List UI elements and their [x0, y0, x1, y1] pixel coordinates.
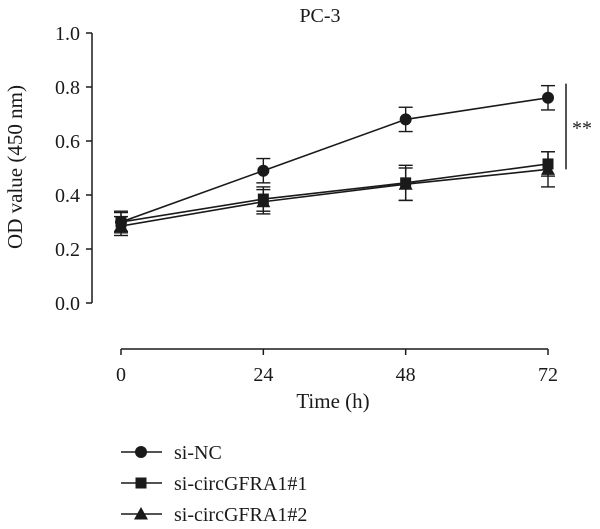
- series-group: [114, 84, 555, 237]
- y-tick-label: 0.2: [55, 239, 80, 261]
- significance-label: **: [572, 118, 592, 140]
- y-tick-group: 0.0 0.2 0.4 0.6 0.8 1.0: [55, 23, 92, 315]
- x-tick-label: 0: [116, 364, 126, 386]
- legend-item: si-NC: [121, 442, 222, 464]
- y-tick-label: 0.4: [55, 185, 80, 207]
- significance-annotation: **: [565, 83, 592, 170]
- series-1: [114, 151, 555, 233]
- y-tick-label: 1.0: [55, 23, 80, 45]
- x-tick-label: 48: [396, 364, 416, 386]
- legend-item: si-circGFRA1#1: [121, 473, 307, 495]
- y-tick-label: 0.8: [55, 77, 80, 99]
- data-point: [256, 194, 271, 208]
- series-line: [120, 97, 549, 223]
- data-point: [114, 219, 128, 232]
- chart-title: PC-3: [299, 5, 340, 27]
- series-0: [114, 84, 555, 234]
- legend: si-NC si-circGFRA1#1 si-circGFRA1#2: [121, 442, 307, 526]
- x-tick-group: 0 24 48 72: [116, 349, 558, 386]
- data-point: [541, 162, 555, 175]
- legend-label: si-NC: [174, 442, 222, 464]
- y-tick-label: 0.0: [55, 293, 80, 315]
- legend-marker: [135, 446, 147, 458]
- x-tick-label: 24: [253, 364, 273, 386]
- legend-marker: [134, 507, 148, 520]
- y-tick-label: 0.6: [55, 131, 80, 153]
- legend-label: si-circGFRA1#1: [174, 473, 307, 495]
- data-point: [399, 113, 412, 126]
- data-point: [398, 177, 413, 190]
- series-line: [120, 163, 549, 223]
- series-2: [114, 151, 555, 237]
- data-point: [257, 164, 270, 177]
- x-axis-label: Time (h): [296, 389, 369, 413]
- legend-item: si-circGFRA1#2: [121, 504, 307, 526]
- series-line: [120, 168, 549, 227]
- legend-marker: [135, 477, 147, 489]
- x-tick-label: 72: [538, 364, 558, 386]
- y-axis-label: OD value (450 nm): [3, 85, 27, 249]
- legend-label: si-circGFRA1#2: [174, 504, 307, 526]
- data-point: [542, 91, 554, 104]
